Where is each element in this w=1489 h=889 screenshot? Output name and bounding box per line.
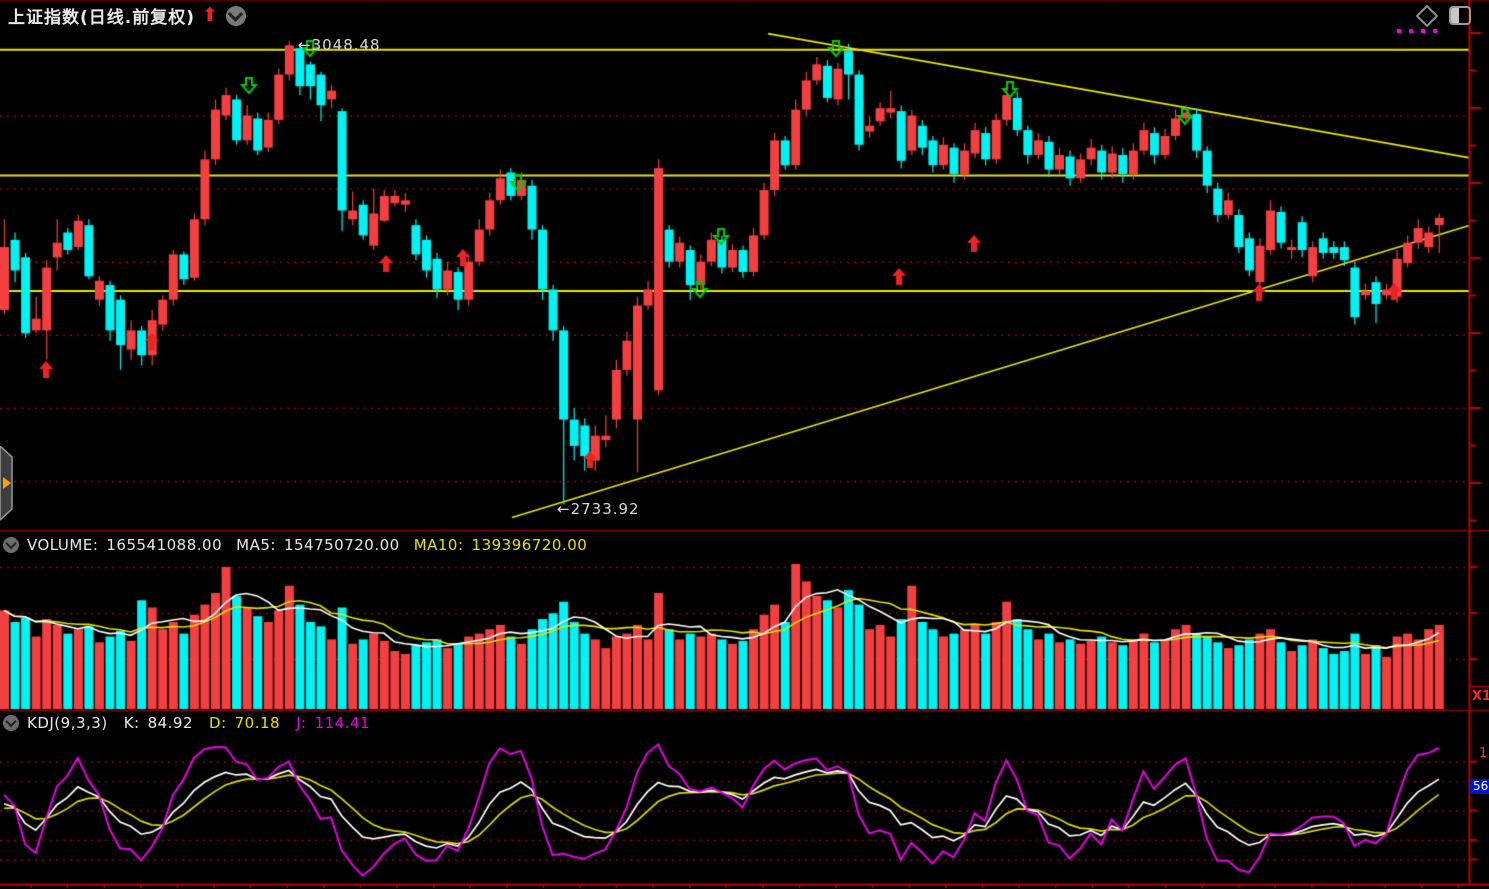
k-value: 84.92: [147, 714, 194, 732]
chart-title-bar: 上证指数(日线.前复权) ⬆: [8, 3, 246, 28]
kdj-current-value-badge: 56: [1470, 779, 1489, 794]
chevron-down-icon: [5, 715, 17, 728]
magenta-dot: [1421, 29, 1425, 33]
drawer-arrow-icon: [3, 477, 11, 489]
kdj-header: KDJ(9,3,3) K: 84.92 D: 70.18 J: 114.41: [3, 714, 370, 732]
k-label: K:: [123, 714, 140, 732]
magenta-dot: [1397, 29, 1401, 33]
kdj-label: KDJ(9,3,3): [27, 714, 108, 732]
side-drawer-handle[interactable]: [0, 446, 15, 522]
ma10-label: MA10:: [413, 536, 464, 554]
magenta-dot: [1433, 29, 1437, 33]
page-title: 上证指数(日线.前复权): [8, 8, 195, 28]
toolbar: [1415, 4, 1471, 28]
collapse-volume-button[interactable]: [3, 537, 19, 553]
volume-header: VOLUME: 165541088.00 MA5: 154750720.00 M…: [3, 536, 587, 554]
volume-label: VOLUME:: [27, 536, 99, 554]
indicator-dots: [1397, 29, 1437, 33]
magenta-dot: [1409, 29, 1413, 33]
layout-toggle-icon[interactable]: [1449, 6, 1471, 25]
ma5-label: MA5:: [236, 536, 276, 554]
collapse-kdj-button[interactable]: [3, 715, 19, 731]
d-value: 70.18: [234, 714, 281, 732]
diamond-tool-icon[interactable]: [1415, 4, 1439, 28]
j-label: J:: [296, 714, 307, 732]
collapse-main-button[interactable]: [225, 5, 246, 26]
kdj-axis-label: 1: [1479, 746, 1488, 761]
chevron-down-icon: [228, 6, 244, 22]
high-price-annotation: ←3048.48: [298, 36, 381, 54]
j-value: 114.41: [314, 714, 371, 732]
volume-value: 165541088.00: [106, 536, 223, 554]
ma5-value: 154750720.00: [283, 536, 400, 554]
ma10-value: 139396720.00: [471, 536, 588, 554]
chevron-down-icon: [5, 537, 17, 550]
zoom-scale-label[interactable]: X1: [1472, 689, 1489, 704]
up-arrow-icon: ⬆: [202, 4, 219, 26]
d-label: D:: [209, 714, 227, 732]
low-price-annotation: ←2733.92: [557, 500, 640, 518]
